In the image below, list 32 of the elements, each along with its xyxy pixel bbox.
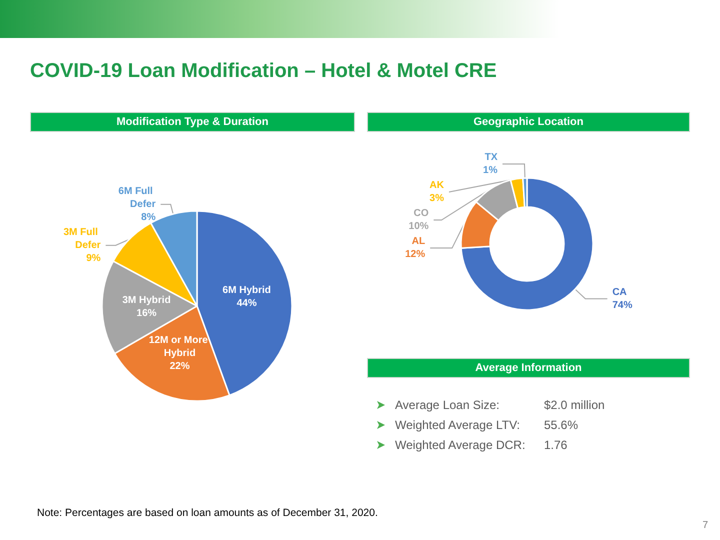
text: Weighted Average DCR: xyxy=(395,438,526,452)
text: $2.0 million xyxy=(544,398,605,412)
text: 7 xyxy=(702,520,708,531)
slice-label: CA xyxy=(612,286,627,298)
slice-label: 12M or More Hybrid xyxy=(148,334,211,359)
data-label: 8% xyxy=(141,212,156,223)
data-label: 9% xyxy=(86,252,101,264)
data-label: 16% xyxy=(136,308,157,319)
data-label: 44% xyxy=(236,298,257,310)
text: Average Information xyxy=(367,358,690,378)
text: Average Loan Size: xyxy=(395,398,500,412)
slice-label: CO xyxy=(414,208,429,220)
slice-label: AL xyxy=(412,236,426,248)
data-label: 10% xyxy=(408,221,429,232)
slice-label: 3M Hybrid xyxy=(122,294,171,306)
text: 55.6% xyxy=(544,418,578,432)
chart-title: Geographic Location xyxy=(367,112,690,132)
chart-title: Modification Type & Duration xyxy=(30,112,355,132)
slice-label: AK xyxy=(430,180,445,192)
text: Weighted Average LTV: xyxy=(395,418,520,432)
data-label: 1% xyxy=(483,165,498,176)
slice-label: TX xyxy=(484,152,498,164)
text: Note: Percentages are based on loan amounts as of December 31, 2020. xyxy=(37,507,378,519)
slice-label: 6M Hybrid xyxy=(222,285,271,296)
data-label: 74% xyxy=(612,300,632,311)
slice-label: 3M Full Defer xyxy=(63,226,101,251)
slice-label: 6M Full Defer xyxy=(118,186,156,210)
data-label: 22% xyxy=(170,360,190,372)
text: 1.76 xyxy=(544,438,568,452)
data-label: 12% xyxy=(405,249,426,260)
data-label: 3% xyxy=(430,193,444,204)
text: COVID-19 Loan Modification – Hotel & Motel CRE xyxy=(30,60,497,83)
